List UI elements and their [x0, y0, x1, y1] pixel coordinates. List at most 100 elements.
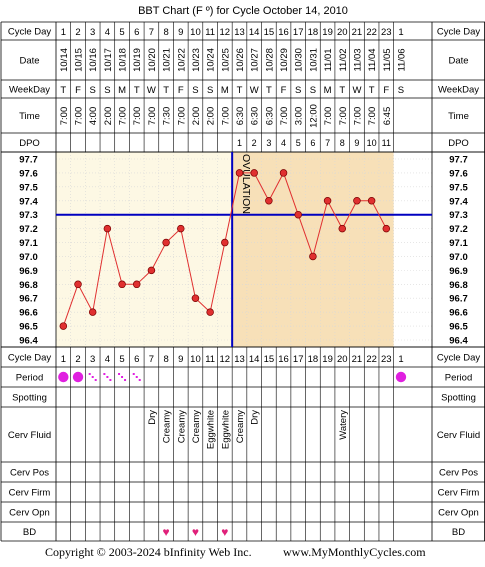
cycle-day-cell-bottom: 8 — [163, 354, 168, 365]
temperature-point — [221, 238, 229, 247]
dpo-cell: 4 — [281, 138, 286, 148]
weekday-cell: T — [339, 85, 345, 96]
temperature-point — [59, 322, 68, 330]
row-label-right: Cerv Pos — [439, 468, 478, 479]
cycle-day-cell: 16 — [278, 27, 289, 38]
temp-tick-label-left: 97.6 — [19, 168, 38, 179]
cycle-day-cell-bottom: 22 — [366, 354, 377, 365]
weekday-cell: F — [178, 85, 184, 96]
temp-tick-label-left: 97.2 — [19, 224, 38, 235]
cycle-day-cell: 1 — [61, 27, 66, 38]
weekday-cell: S — [207, 85, 213, 96]
bd-heart-icon: ♥ — [221, 525, 228, 539]
row-label-right: Cerv Firm — [438, 488, 480, 499]
period-heavy-marker — [72, 371, 84, 383]
cycle-day-cell-bottom: 23 — [381, 354, 392, 365]
cycle-day-cell-bottom: 20 — [337, 354, 348, 365]
weekday-cell: S — [104, 85, 110, 96]
date-cell: 10/19 — [132, 48, 143, 72]
cycle-day-cell-bottom: 18 — [308, 354, 319, 365]
temperature-point — [103, 224, 112, 233]
dpo-cell: 1 — [237, 138, 242, 148]
row-label-right: WeekDay — [438, 85, 479, 96]
weekday-cell: W — [250, 85, 259, 96]
cycle-day-cell-bottom: 14 — [249, 354, 260, 365]
temperature-point — [353, 197, 361, 205]
dpo-cell: 11 — [382, 138, 391, 148]
date-cell: 11/05 — [382, 48, 393, 71]
time-cell: 6:30 — [264, 107, 275, 126]
cycle-day-cell: 21 — [352, 27, 363, 38]
cerv-fluid-cell: Creamy — [176, 410, 187, 444]
temp-tick-label-right: 97.1 — [449, 238, 468, 249]
cycle-day-cell: 17 — [293, 27, 304, 38]
weekday-cell: S — [295, 85, 301, 96]
date-cell: 10/25 — [220, 48, 231, 72]
cycle-day-cell-bottom: 4 — [105, 354, 110, 365]
cycle-day-cell: 15 — [264, 27, 275, 38]
temperature-point — [265, 197, 273, 205]
date-cell: 11/06 — [396, 48, 407, 71]
weekday-cell: T — [266, 85, 272, 96]
row-label-left: Cerv Opn — [9, 508, 50, 519]
post-ovulation-background — [232, 152, 394, 347]
cycle-day-cell: 20 — [337, 27, 348, 38]
date-cell: 10/27 — [250, 48, 261, 72]
cycle-day-cell: 19 — [322, 27, 333, 38]
temperature-point — [88, 308, 97, 316]
bd-heart-icon: ♥ — [192, 525, 199, 539]
period-spotting-marker — [118, 373, 121, 375]
temp-tick-label-left: 97.1 — [19, 238, 38, 249]
weekday-cell: S — [192, 85, 198, 96]
time-cell: 7:00 — [147, 107, 158, 126]
cerv-fluid-cell: Dry — [147, 410, 158, 425]
date-cell: 10/22 — [176, 48, 187, 72]
cycle-day-cell-bottom: 7 — [149, 354, 154, 365]
temp-tick-label-right: 96.5 — [449, 322, 468, 333]
time-cell: 7:00 — [220, 107, 231, 126]
time-cell: 7:00 — [74, 107, 85, 126]
period-spotting-marker — [106, 376, 109, 378]
weekday-cell: T — [134, 85, 140, 96]
temperature-point — [206, 308, 214, 316]
dpo-cell: 10 — [367, 138, 377, 148]
time-cell: 3:00 — [294, 107, 305, 126]
cycle-day-cell-bottom: 12 — [220, 354, 231, 365]
dpo-cell: 6 — [310, 138, 315, 148]
time-cell: 2:00 — [206, 107, 217, 126]
weekday-cell: M — [324, 85, 332, 96]
temp-tick-label-left: 96.9 — [19, 266, 38, 277]
temperature-point — [162, 238, 170, 247]
chart-title: BBT Chart (F º) for Cycle October 14, 20… — [138, 5, 348, 17]
date-cell: 10/15 — [74, 48, 85, 72]
cycle-day-cell-bottom: 3 — [90, 354, 95, 365]
period-spotting-marker — [88, 373, 91, 375]
weekday-cell: S — [310, 85, 316, 96]
period-spotting-marker — [91, 376, 94, 378]
temp-tick-label-left: 96.4 — [19, 336, 38, 347]
row-label-left: WeekDay — [9, 85, 50, 96]
date-cell: 10/30 — [294, 48, 305, 72]
cycle-day-cell: 5 — [119, 27, 124, 38]
cycle-day-cell-bottom: 2 — [75, 354, 80, 365]
weekday-cell: M — [221, 85, 229, 96]
ovulation-label: OVULATION — [240, 154, 252, 214]
dpo-cell: 2 — [252, 138, 257, 148]
dpo-cell: 9 — [354, 138, 359, 148]
row-label-left: Cerv Firm — [9, 488, 51, 499]
period-spotting-marker — [135, 376, 138, 378]
temp-tick-label-right: 96.4 — [449, 336, 468, 347]
cerv-fluid-cell: Watery — [338, 410, 349, 440]
cycle-day-cell: 13 — [234, 27, 245, 38]
cycle-day-cell: 1 — [398, 27, 403, 38]
cycle-day-cell-bottom: 1 — [398, 354, 403, 365]
row-label-left: Cycle Day — [8, 353, 52, 364]
cycle-day-cell-bottom: 10 — [190, 354, 201, 365]
weekday-cell: T — [163, 85, 169, 96]
time-cell: 7:00 — [367, 107, 378, 126]
period-heavy-marker — [395, 371, 407, 383]
temp-tick-label-right: 96.6 — [449, 308, 468, 319]
period-spotting-marker — [124, 379, 127, 381]
cycle-day-cell: 8 — [163, 27, 168, 38]
